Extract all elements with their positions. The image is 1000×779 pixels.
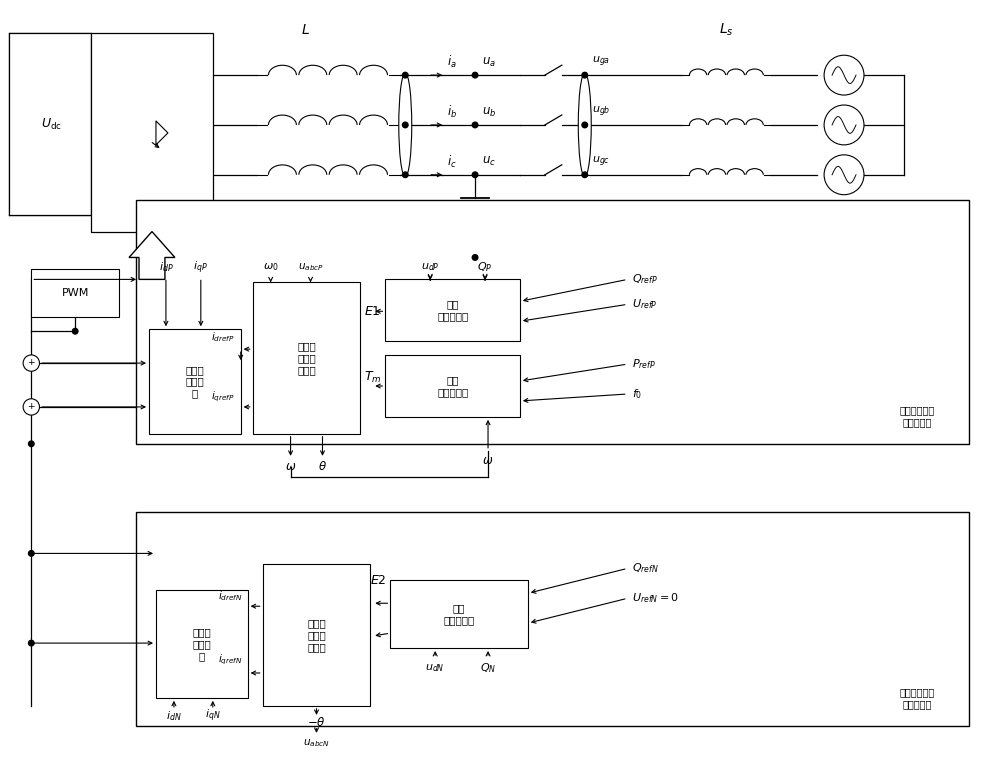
Text: +: + bbox=[28, 358, 35, 367]
Bar bbox=[263, 564, 370, 706]
Text: $\omega_0$: $\omega_0$ bbox=[263, 262, 278, 273]
Text: 正序
励磁控制器: 正序 励磁控制器 bbox=[437, 299, 468, 321]
Text: 正序电
流环控
制: 正序电 流环控 制 bbox=[185, 365, 204, 398]
Text: $U_{\mathrm{dc}}$: $U_{\mathrm{dc}}$ bbox=[41, 116, 62, 132]
Text: $L$: $L$ bbox=[301, 23, 310, 37]
Text: $Q_N$: $Q_N$ bbox=[480, 661, 496, 675]
Text: $u_b$: $u_b$ bbox=[482, 105, 496, 118]
Text: $\theta$: $\theta$ bbox=[318, 460, 327, 473]
Bar bbox=[390, 580, 528, 648]
Text: 负序虚拟同步
发电机控制: 负序虚拟同步 发电机控制 bbox=[899, 687, 934, 709]
Text: $u_{ga}$: $u_{ga}$ bbox=[592, 55, 610, 69]
Text: $U_{refN}=0$: $U_{refN}=0$ bbox=[632, 591, 679, 605]
Text: $f_0$: $f_0$ bbox=[632, 387, 642, 401]
Bar bbox=[136, 199, 969, 444]
Text: $i_b$: $i_b$ bbox=[447, 104, 457, 120]
Text: $i_{dP}$: $i_{dP}$ bbox=[159, 260, 173, 274]
Text: $u_{abcP}$: $u_{abcP}$ bbox=[298, 262, 324, 273]
Text: 负序电
流环控
制: 负序电 流环控 制 bbox=[192, 628, 211, 661]
Text: 虚拟同
步发电
机模型: 虚拟同 步发电 机模型 bbox=[307, 619, 326, 652]
Circle shape bbox=[472, 122, 478, 128]
Text: 正序
功频控制器: 正序 功频控制器 bbox=[437, 375, 468, 397]
Bar bbox=[253, 282, 360, 434]
Circle shape bbox=[29, 441, 34, 446]
Text: $i_c$: $i_c$ bbox=[447, 153, 457, 170]
Ellipse shape bbox=[578, 73, 591, 177]
Bar bbox=[136, 512, 969, 726]
Text: $i_{dN}$: $i_{dN}$ bbox=[166, 709, 182, 723]
Circle shape bbox=[582, 172, 588, 178]
Text: $i_{drefN}$: $i_{drefN}$ bbox=[218, 590, 243, 603]
Text: 虚拟同
步发电
机模型: 虚拟同 步发电 机模型 bbox=[297, 341, 316, 375]
Text: $i_a$: $i_a$ bbox=[447, 54, 457, 70]
Text: +: + bbox=[28, 402, 35, 411]
Circle shape bbox=[472, 172, 478, 178]
Circle shape bbox=[402, 122, 408, 128]
Text: $T_m$: $T_m$ bbox=[364, 369, 381, 385]
Bar bbox=[31, 270, 119, 317]
Text: $U_{refP}$: $U_{refP}$ bbox=[632, 298, 657, 311]
Circle shape bbox=[29, 640, 34, 646]
Bar bbox=[91, 33, 213, 231]
Text: $i_{qP}$: $i_{qP}$ bbox=[193, 259, 208, 276]
Text: $u_{gb}$: $u_{gb}$ bbox=[592, 105, 610, 119]
Circle shape bbox=[824, 155, 864, 195]
Circle shape bbox=[582, 72, 588, 78]
Circle shape bbox=[472, 255, 478, 260]
Polygon shape bbox=[129, 231, 175, 280]
Text: $Q_P$: $Q_P$ bbox=[477, 260, 493, 274]
Text: $\omega$: $\omega$ bbox=[482, 454, 494, 467]
Circle shape bbox=[824, 55, 864, 95]
Text: $E2$: $E2$ bbox=[370, 574, 387, 587]
Circle shape bbox=[582, 122, 588, 128]
Bar bbox=[156, 590, 248, 698]
Text: $u_{dN}$: $u_{dN}$ bbox=[425, 662, 445, 674]
Text: $E1$: $E1$ bbox=[364, 305, 381, 318]
Circle shape bbox=[23, 355, 39, 372]
Circle shape bbox=[402, 72, 408, 78]
Text: $i_{drefP}$: $i_{drefP}$ bbox=[211, 330, 235, 344]
Text: $u_{abcN}$: $u_{abcN}$ bbox=[303, 737, 330, 749]
Text: $Q_{refP}$: $Q_{refP}$ bbox=[632, 273, 658, 287]
Circle shape bbox=[402, 172, 408, 178]
Circle shape bbox=[29, 551, 34, 556]
Text: $Q_{refN}$: $Q_{refN}$ bbox=[632, 562, 659, 575]
Text: $u_a$: $u_a$ bbox=[482, 55, 496, 69]
Ellipse shape bbox=[399, 73, 412, 177]
Text: $-\theta$: $-\theta$ bbox=[307, 717, 326, 729]
Bar bbox=[385, 280, 520, 341]
Text: $P_{refP}$: $P_{refP}$ bbox=[632, 358, 656, 371]
Text: $L_s$: $L_s$ bbox=[719, 22, 734, 38]
Text: $\omega$: $\omega$ bbox=[285, 460, 296, 473]
Bar bbox=[149, 330, 241, 434]
Text: PWM: PWM bbox=[61, 288, 89, 298]
Circle shape bbox=[23, 399, 39, 415]
Bar bbox=[9, 33, 91, 215]
Bar bbox=[385, 355, 520, 417]
Circle shape bbox=[72, 329, 78, 334]
Text: $u_{gc}$: $u_{gc}$ bbox=[592, 154, 610, 169]
Circle shape bbox=[472, 72, 478, 78]
Text: $i_{qrefP}$: $i_{qrefP}$ bbox=[211, 390, 235, 404]
Text: $i_{qN}$: $i_{qN}$ bbox=[205, 707, 221, 724]
Text: $i_{qrefN}$: $i_{qrefN}$ bbox=[218, 653, 243, 668]
Circle shape bbox=[824, 105, 864, 145]
Text: 负序
励磁控制器: 负序 励磁控制器 bbox=[443, 604, 475, 625]
Text: 正序虚拟同步
发电机控制: 正序虚拟同步 发电机控制 bbox=[899, 405, 934, 427]
Text: $u_c$: $u_c$ bbox=[482, 155, 496, 168]
Text: $u_{dP}$: $u_{dP}$ bbox=[421, 262, 440, 273]
